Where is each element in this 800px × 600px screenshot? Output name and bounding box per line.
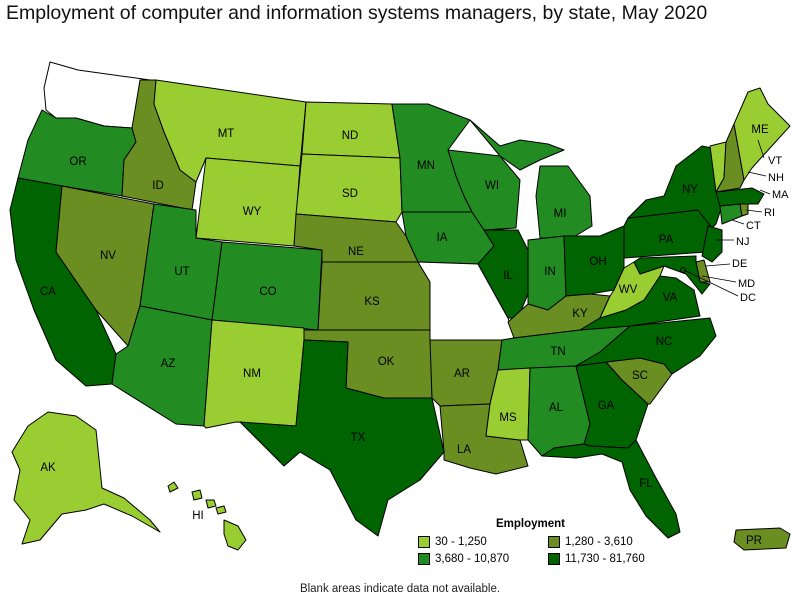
legend-item: 1,280 - 3,610 — [548, 536, 633, 548]
legend-label: 11,730 - 81,760 — [565, 553, 645, 565]
state-nc[interactable] — [575, 317, 717, 375]
legend-label: 1,280 - 3,610 — [565, 536, 633, 548]
state-label-tx: TX — [351, 432, 366, 444]
state-label-dc: DC — [740, 292, 756, 304]
state-label-pr: PR — [746, 535, 762, 547]
state-label-ga: GA — [598, 400, 615, 412]
state-label-al: AL — [549, 402, 564, 414]
state-md[interactable] — [633, 255, 711, 295]
state-label-nh: NH — [768, 172, 784, 184]
footnote: Blank areas indicate data not available. — [299, 583, 501, 595]
state-label-az: AZ — [161, 358, 176, 370]
state-mi[interactable] — [535, 165, 593, 239]
state-label-il: IL — [503, 270, 513, 282]
state-label-wi: WI — [485, 180, 499, 192]
state-label-ma: MA — [772, 189, 789, 201]
state-nj[interactable] — [701, 225, 723, 263]
legend-label: 30 - 1,250 — [435, 536, 487, 548]
state-me[interactable] — [733, 87, 791, 181]
state-label-ar: AR — [454, 368, 470, 380]
state-label-or: OR — [69, 156, 86, 168]
state-label-vt: VT — [768, 155, 782, 167]
legend-title: Employment — [496, 518, 566, 530]
state-sd[interactable] — [295, 153, 403, 223]
state-wy[interactable] — [195, 157, 301, 247]
state-label-ny: NY — [682, 184, 698, 196]
map-title: Employment of computer and information s… — [6, 2, 708, 24]
state-label-sd: SD — [342, 188, 358, 200]
state-pr[interactable] — [733, 527, 791, 551]
legend-item: 3,680 - 10,870 — [418, 553, 509, 565]
legend-swatch — [548, 553, 560, 565]
state-label-fl: FL — [639, 478, 653, 490]
state-label-ia: IA — [437, 232, 448, 244]
legend-item: 11,730 - 81,760 — [548, 553, 645, 565]
state-tx[interactable] — [239, 339, 445, 537]
state-label-ut: UT — [174, 266, 189, 278]
state-hi[interactable] — [167, 481, 247, 551]
state-label-nj: NJ — [736, 236, 749, 248]
legend-swatch — [418, 553, 430, 565]
state-label-tn: TN — [550, 346, 565, 358]
state-label-ne: NE — [348, 246, 364, 258]
state-label-de: DE — [732, 258, 747, 270]
state-label-mi: MI — [554, 208, 567, 220]
legend-swatch — [548, 536, 560, 548]
state-label-ky: KY — [572, 308, 588, 320]
state-ak[interactable] — [11, 411, 161, 545]
state-label-ks: KS — [364, 296, 380, 308]
state-label-va: VA — [663, 292, 678, 304]
state-label-mn: MN — [417, 160, 435, 172]
state-label-wy: WY — [243, 206, 262, 218]
state-label-wv: WV — [619, 284, 638, 296]
state-label-in: IN — [544, 266, 556, 278]
legend-item: 30 - 1,250 — [418, 536, 487, 548]
state-label-ri: RI — [764, 207, 775, 219]
state-label-ca: CA — [40, 286, 56, 298]
state-label-oh: OH — [589, 256, 606, 268]
state-label-pa: PA — [659, 234, 674, 246]
state-mi-upper[interactable] — [469, 119, 565, 171]
state-label-co: CO — [259, 286, 276, 298]
state-label-id: ID — [152, 180, 164, 192]
legend-label: 3,680 - 10,870 — [435, 553, 510, 565]
state-label-ms: MS — [499, 412, 517, 424]
state-label-sc: SC — [632, 370, 648, 382]
state-label-mt: MT — [218, 128, 235, 140]
state-label-nd: ND — [342, 130, 359, 142]
state-label-nc: NC — [656, 336, 673, 348]
state-label-ak: AK — [40, 462, 56, 474]
state-label-nv: NV — [100, 250, 116, 262]
state-label-ok: OK — [378, 356, 395, 368]
state-label-md: MD — [738, 278, 755, 290]
state-fl[interactable] — [541, 439, 681, 539]
state-dc[interactable] — [680, 267, 686, 273]
state-ct[interactable] — [719, 203, 743, 225]
state-label-la: LA — [457, 444, 471, 456]
state-label-ct: CT — [746, 220, 761, 232]
state-label-me: ME — [751, 124, 769, 136]
state-ma[interactable] — [715, 187, 765, 207]
state-label-nm: NM — [243, 368, 261, 380]
legend-swatch — [418, 536, 430, 548]
state-label-hi: HI — [192, 510, 204, 522]
